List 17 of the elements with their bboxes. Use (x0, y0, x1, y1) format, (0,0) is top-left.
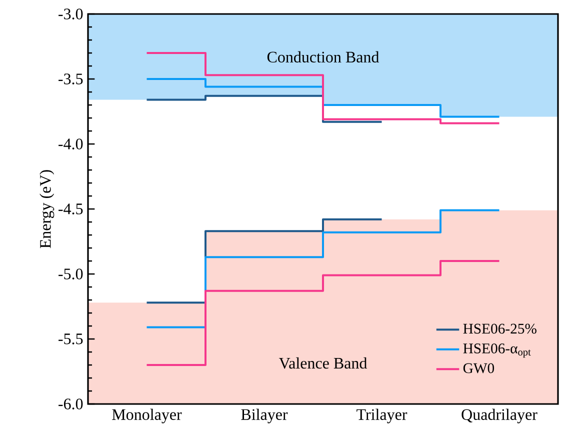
x-tick-label: Bilayer (241, 408, 288, 424)
legend-label: GW0 (463, 363, 494, 374)
y-tick-label: -4.5 (58, 204, 83, 214)
x-tick-label: Monolayer (112, 408, 182, 424)
y-tick-label: -5.5 (58, 334, 83, 344)
x-tick-label: Quadrilayer (462, 408, 538, 424)
x-tick-label: Trilayer (356, 408, 408, 424)
y-tick-label: -3.5 (58, 74, 83, 84)
legend-label: HSE06-25% (463, 324, 536, 334)
y-tick-label: -5.0 (58, 268, 83, 280)
legend-label: HSE06-α$_{opt}$ (463, 344, 531, 358)
y-tick-label: -4.0 (58, 138, 83, 150)
annotation: Conduction Band (267, 51, 380, 63)
y-tick-label: -6.0 (58, 398, 83, 410)
y-tick-label: -3.0 (58, 8, 83, 20)
annotation: Valence Band (278, 357, 368, 369)
y-axis-title: Energy (eV) (40, 170, 54, 248)
